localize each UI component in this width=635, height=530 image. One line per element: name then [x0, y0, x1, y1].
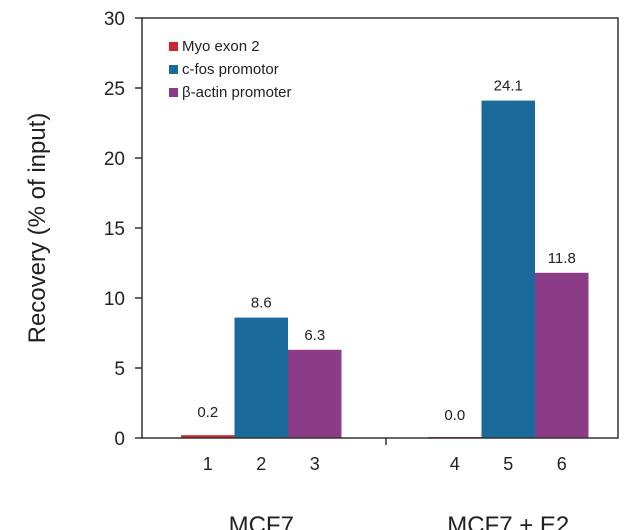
bar-1 [181, 435, 235, 438]
data-label: 0.0 [444, 407, 465, 424]
legend: Myo exon 2 c-fos promotor β-actin promoter [169, 38, 292, 101]
bar-5 [481, 100, 535, 438]
x-tick-label: 4 [450, 454, 460, 474]
bar-6 [535, 272, 589, 438]
x-tick-label: 3 [310, 454, 320, 474]
data-label: 0.2 [197, 404, 218, 421]
data-label: 6.3 [304, 327, 325, 344]
data-label: 24.1 [494, 78, 523, 95]
x-tick-label: 2 [256, 454, 266, 474]
data-label: 11.8 [548, 250, 576, 267]
y-tick-label: 5 [114, 359, 125, 380]
y-tick-label: 25 [104, 79, 125, 100]
axes: 0 5 10 15 20 25 30 1 2 3 MCF7 4 5 6 MCF7 + E2 [104, 9, 619, 530]
x-group-label: MCF7 + E2 [447, 512, 569, 530]
legend-label: Myo exon 2 [182, 38, 260, 55]
x-tick-label: 6 [557, 454, 567, 474]
legend-label: c-fos promotor [182, 61, 279, 78]
legend-swatch [169, 88, 178, 97]
bar-2 [234, 317, 288, 438]
legend-label: β-actin promoter [182, 84, 292, 101]
bars: 0.2 8.6 6.3 0.0 24.1 11.8 [181, 78, 589, 438]
y-tick-label: 20 [104, 149, 125, 170]
bar-3 [288, 349, 342, 438]
y-tick-label: 30 [104, 9, 125, 30]
y-tick-label: 10 [104, 289, 125, 310]
data-label: 8.6 [251, 295, 272, 312]
x-tick-label: 5 [503, 454, 513, 474]
y-axis-label: Recovery (% of input) [24, 113, 51, 344]
y-tick-label: 15 [104, 219, 125, 240]
legend-swatch [169, 42, 178, 51]
legend-swatch [169, 65, 178, 74]
x-tick-label: 1 [203, 454, 213, 474]
y-tick-label: 0 [114, 429, 125, 450]
x-group-label: MCF7 [229, 512, 294, 530]
